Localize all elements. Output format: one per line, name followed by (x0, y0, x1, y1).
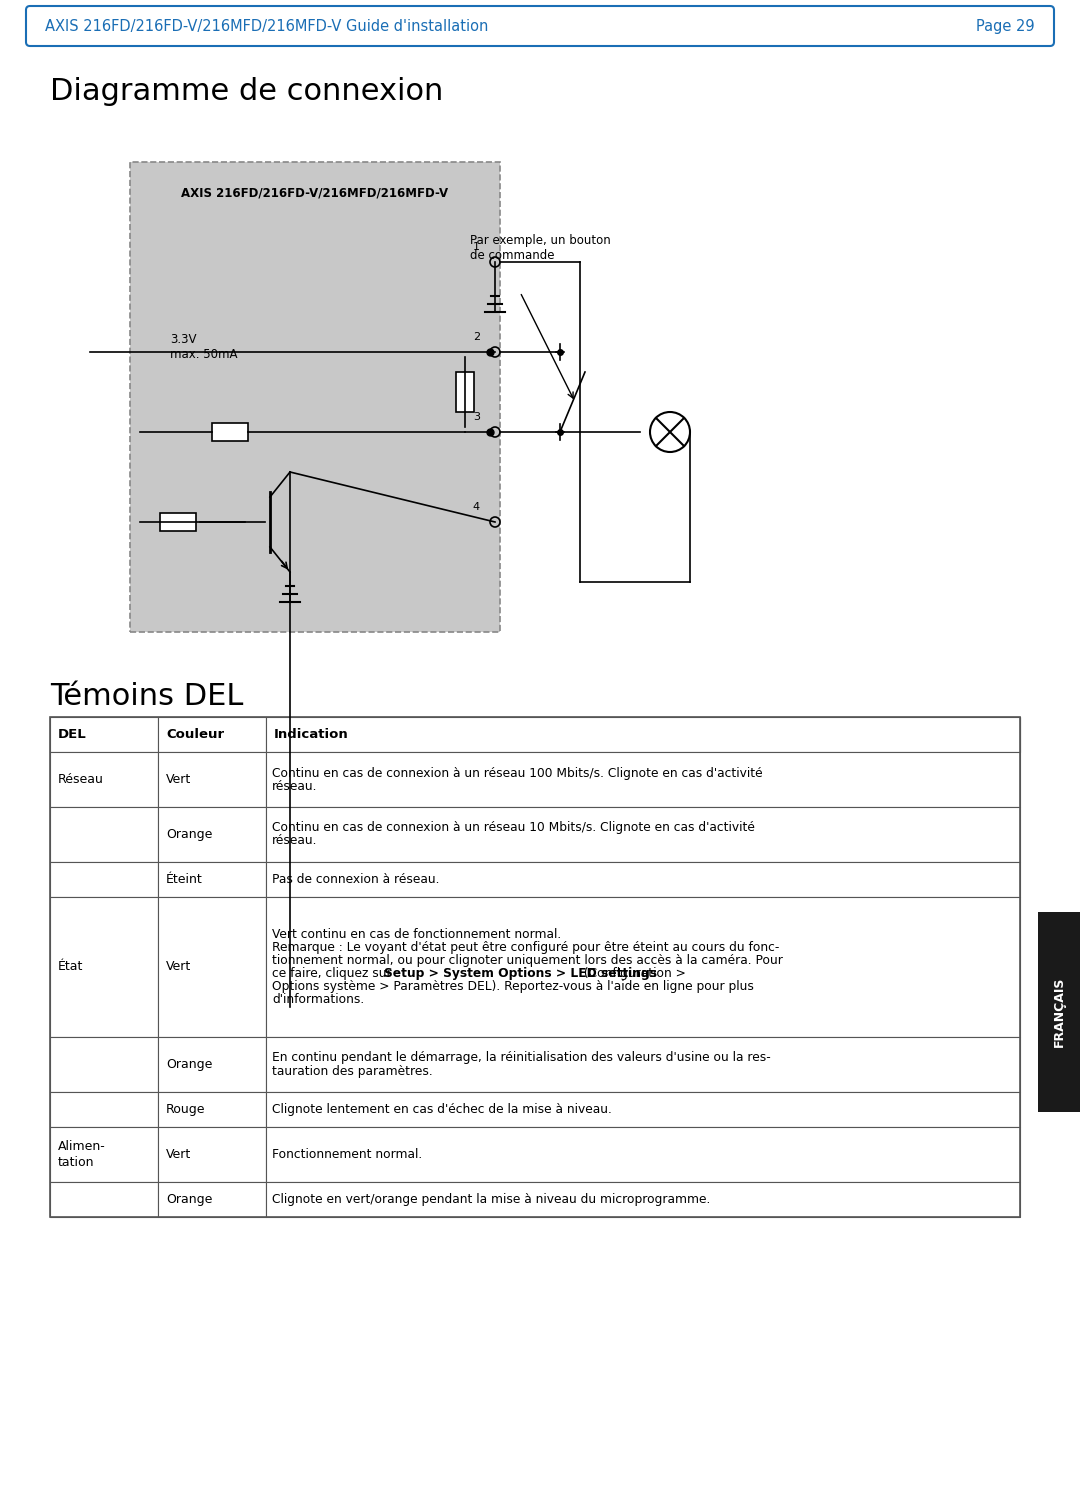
Text: Vert continu en cas de fonctionnement normal.: Vert continu en cas de fonctionnement no… (272, 928, 562, 940)
Text: Couleur: Couleur (166, 727, 225, 741)
Bar (50, 717, 158, 751)
Text: 3: 3 (473, 411, 480, 422)
Text: Réseau: Réseau (58, 773, 104, 786)
Bar (266, 1126, 1020, 1182)
Text: Orange: Orange (166, 829, 213, 841)
Text: 1: 1 (473, 242, 480, 253)
Text: Setup > System Options > LED settings: Setup > System Options > LED settings (384, 968, 658, 980)
Text: Indication: Indication (274, 727, 349, 741)
Text: AXIS 216FD/216FD-V/216MFD/216MFD-V Guide d'installation: AXIS 216FD/216FD-V/216MFD/216MFD-V Guide… (45, 18, 488, 33)
Bar (50, 862, 158, 897)
Text: Orange: Orange (166, 1058, 213, 1070)
Text: Témoins DEL: Témoins DEL (50, 682, 243, 711)
Text: 3.3V
max. 50mA: 3.3V max. 50mA (170, 333, 238, 361)
Text: Remarque : Le voyant d'état peut être configuré pour être éteint au cours du fon: Remarque : Le voyant d'état peut être co… (272, 940, 780, 954)
Text: Clignote en vert/orange pendant la mise à niveau du microprogramme.: Clignote en vert/orange pendant la mise … (272, 1193, 711, 1207)
Text: (Configuration >: (Configuration > (580, 968, 686, 980)
Bar (456, 372, 474, 411)
Text: Alimen-
tation: Alimen- tation (58, 1140, 106, 1169)
Text: Rouge: Rouge (166, 1102, 205, 1116)
Bar (158, 807, 266, 862)
Text: ce faire, cliquez sur: ce faire, cliquez sur (272, 968, 395, 980)
Text: Vert: Vert (166, 1148, 191, 1161)
Bar (50, 717, 1020, 751)
Bar (158, 751, 266, 807)
Text: Éteint: Éteint (166, 872, 203, 886)
Text: d'informations.: d'informations. (272, 993, 364, 1005)
Bar (266, 1037, 1020, 1092)
Bar (266, 1092, 1020, 1126)
Bar (50, 751, 158, 807)
Bar (158, 1126, 266, 1182)
Bar (158, 1182, 266, 1217)
Text: réseau.: réseau. (272, 835, 318, 848)
Text: Clignote lentement en cas d'échec de la mise à niveau.: Clignote lentement en cas d'échec de la … (272, 1102, 612, 1116)
Bar (158, 717, 266, 751)
Bar (266, 862, 1020, 897)
Bar (266, 717, 1020, 751)
Text: AXIS 216FD/216FD-V/216MFD/216MFD-V: AXIS 216FD/216FD-V/216MFD/216MFD-V (181, 187, 448, 200)
FancyBboxPatch shape (130, 162, 500, 632)
FancyBboxPatch shape (26, 6, 1054, 45)
Bar (160, 513, 195, 531)
Text: tauration des paramètres.: tauration des paramètres. (272, 1064, 433, 1078)
Text: 4: 4 (473, 502, 480, 513)
Bar (50, 717, 1020, 1217)
Text: Options système > Paramètres DEL). Reportez-vous à l'aide en ligne pour plus: Options système > Paramètres DEL). Repor… (272, 980, 754, 993)
Bar (50, 1037, 158, 1092)
Text: Page 29: Page 29 (976, 18, 1035, 33)
Text: FRANÇAIS: FRANÇAIS (1053, 977, 1066, 1048)
Text: Continu en cas de connexion à un réseau 10 Mbits/s. Clignote en cas d'activité: Continu en cas de connexion à un réseau … (272, 821, 755, 835)
Text: Orange: Orange (166, 1193, 213, 1207)
Text: Vert: Vert (166, 960, 191, 974)
Bar (158, 1092, 266, 1126)
Text: En continu pendant le démarrage, la réinitialisation des valeurs d'usine ou la r: En continu pendant le démarrage, la réin… (272, 1051, 771, 1064)
Bar (266, 807, 1020, 862)
Bar (266, 751, 1020, 807)
Text: Diagramme de connexion: Diagramme de connexion (50, 77, 444, 106)
Text: DEL: DEL (58, 727, 86, 741)
Bar (50, 1126, 158, 1182)
Bar (158, 897, 266, 1037)
Bar (212, 423, 248, 442)
Text: Continu en cas de connexion à un réseau 100 Mbits/s. Clignote en cas d'activité: Continu en cas de connexion à un réseau … (272, 767, 762, 780)
Bar (50, 807, 158, 862)
Text: 2: 2 (473, 333, 480, 342)
Bar (50, 1182, 158, 1217)
Bar (50, 897, 158, 1037)
Bar (158, 1037, 266, 1092)
Text: réseau.: réseau. (272, 780, 318, 792)
Bar (266, 1182, 1020, 1217)
Bar (158, 862, 266, 897)
Bar (50, 1092, 158, 1126)
Bar (1038, 912, 1080, 1111)
Text: Fonctionnement normal.: Fonctionnement normal. (272, 1148, 422, 1161)
Bar (266, 897, 1020, 1037)
Text: État: État (58, 960, 83, 974)
Text: Vert: Vert (166, 773, 191, 786)
Text: Par exemple, un bouton
de commande: Par exemple, un bouton de commande (470, 234, 611, 262)
Text: tionnement normal, ou pour clignoter uniquement lors des accès à la caméra. Pour: tionnement normal, ou pour clignoter uni… (272, 954, 783, 968)
Text: Pas de connexion à réseau.: Pas de connexion à réseau. (272, 872, 440, 886)
